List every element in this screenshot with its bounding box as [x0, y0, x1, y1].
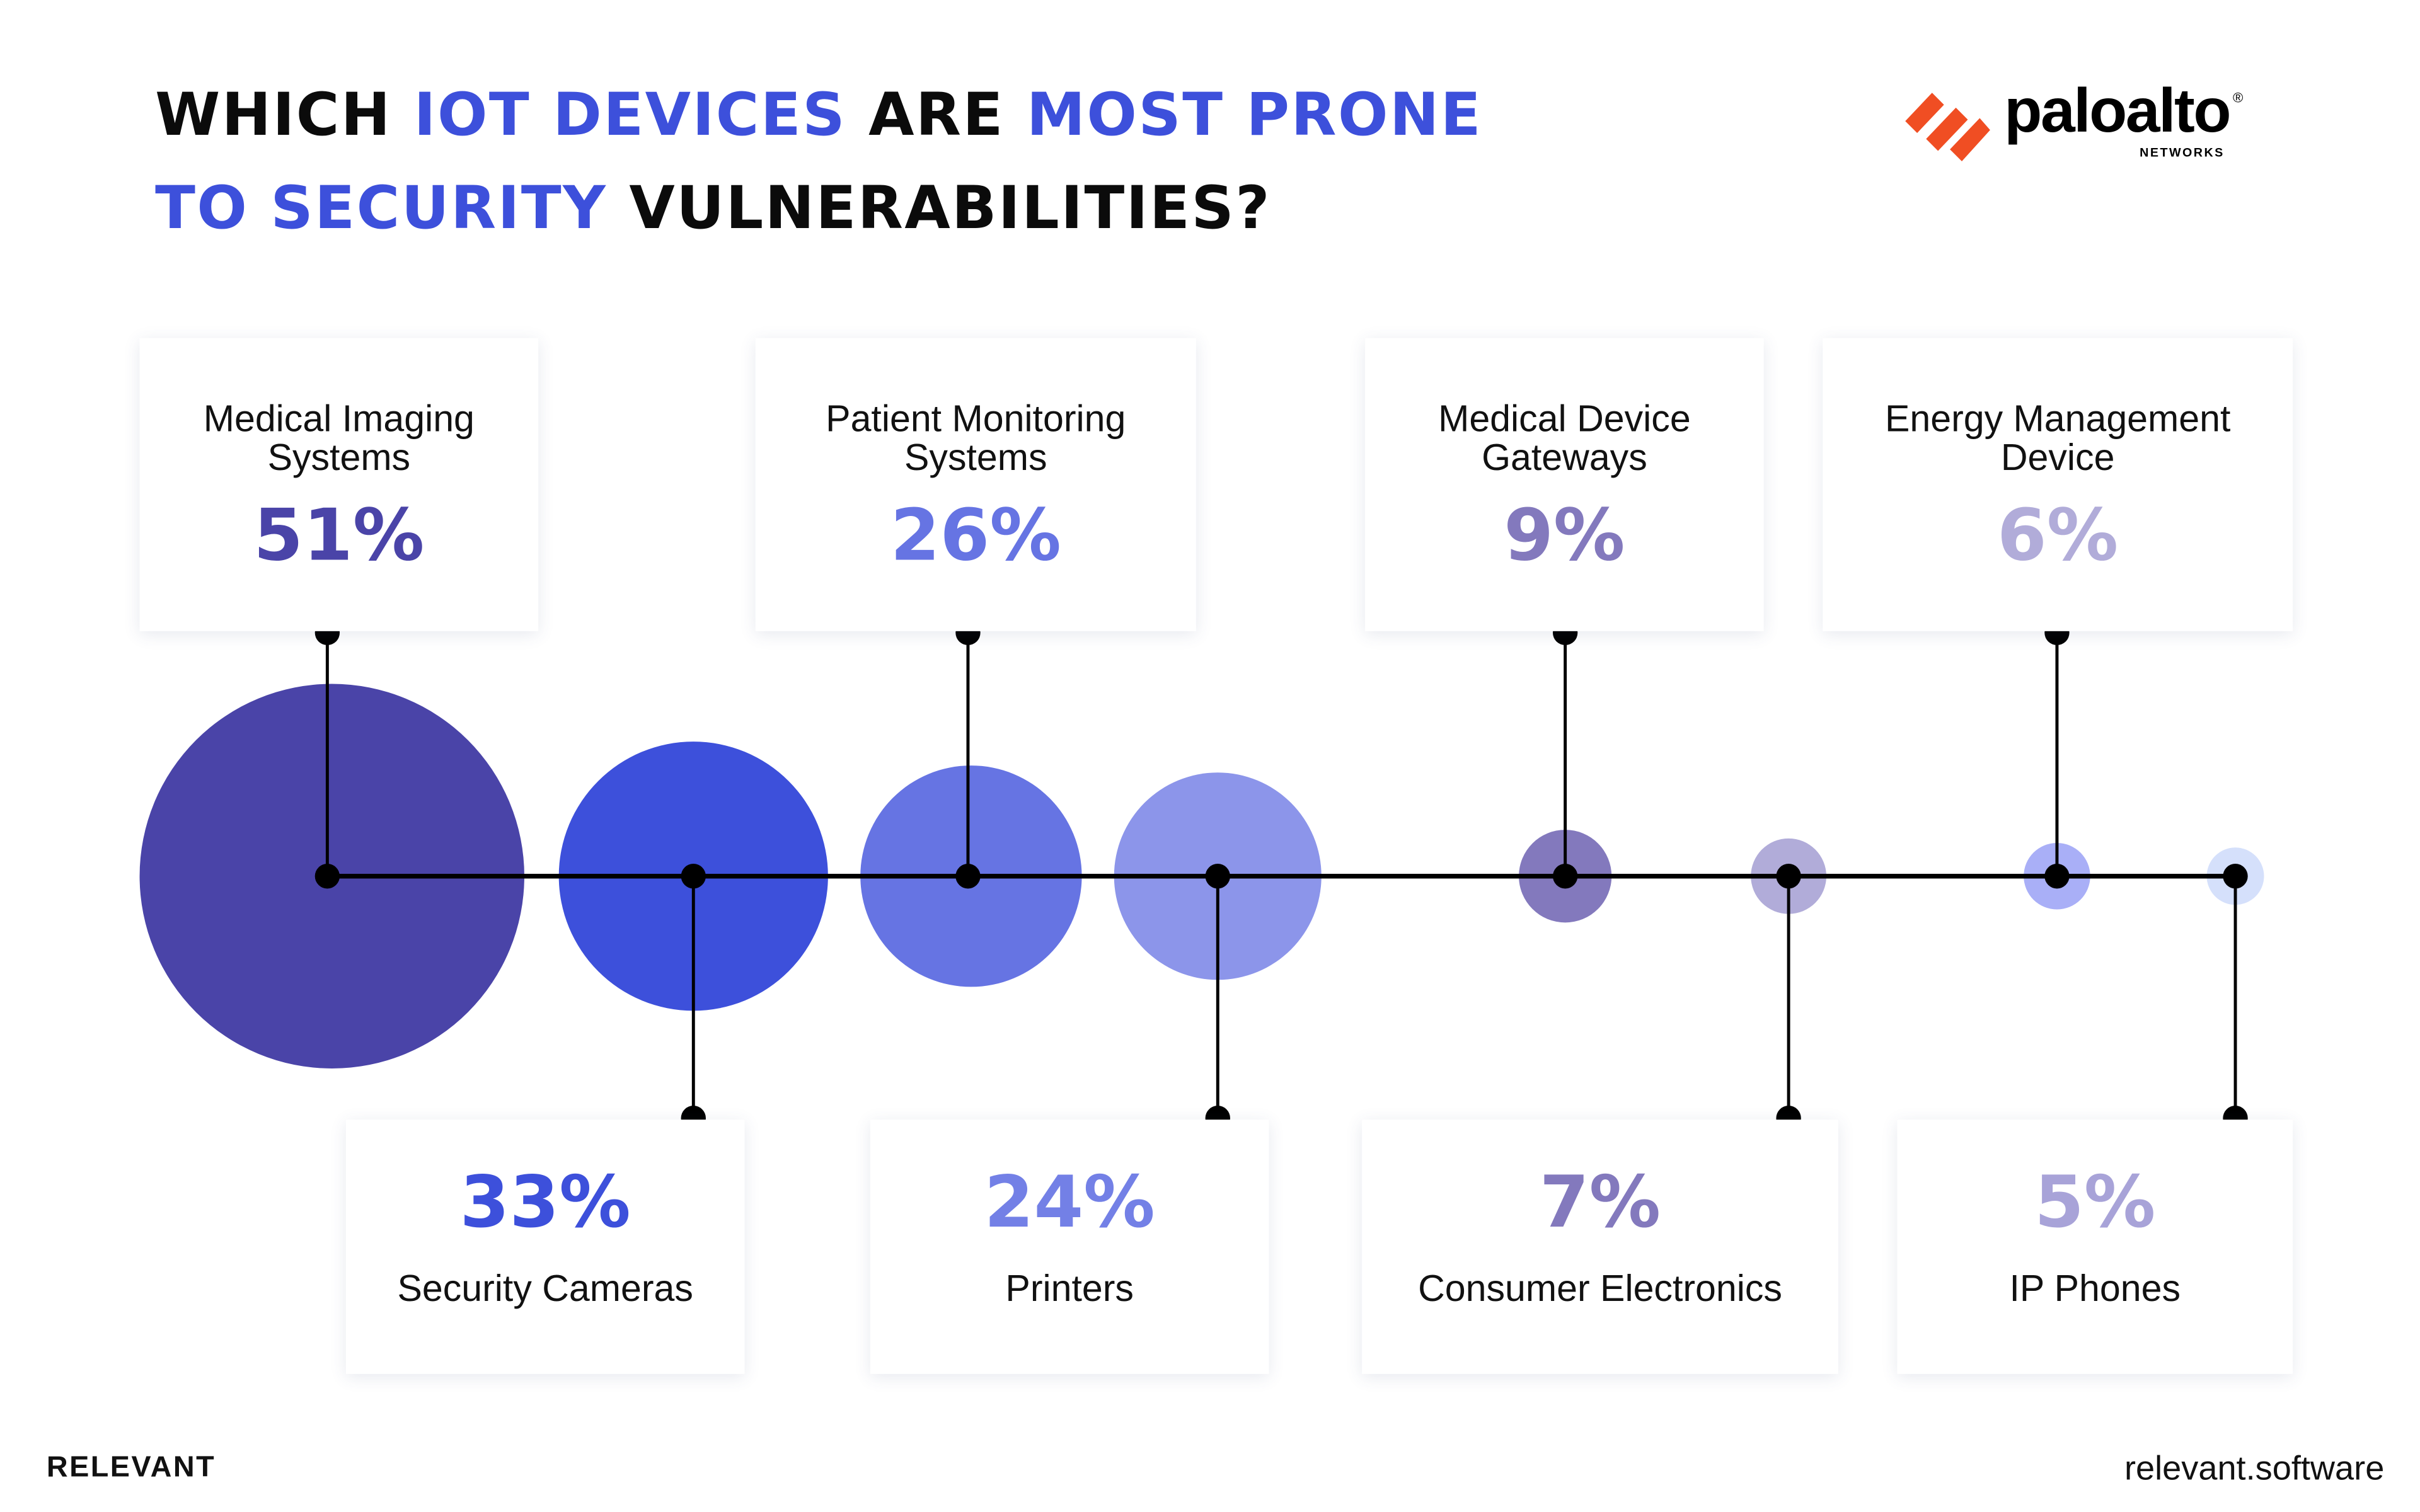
logo-words: paloalto ® NETWORKS — [2004, 81, 2243, 161]
paloalto-logo: paloalto ® NETWORKS — [1905, 81, 2243, 168]
connector-dot-axis-2 — [955, 864, 981, 889]
title-highlight: IOT DEVICES — [413, 80, 847, 149]
category-label: Patient Monitoring Systems — [826, 398, 1126, 479]
title-part: WHICH — [155, 80, 414, 149]
percent-label: 9% — [1504, 493, 1625, 577]
connector-dot-axis-6 — [2044, 864, 2070, 889]
logo-subtitle: NETWORKS — [2140, 146, 2225, 160]
card-energy-management: Energy Management Device 6% — [1823, 338, 2293, 631]
percent-label: 6% — [1997, 493, 2119, 577]
registered-mark: ® — [2232, 89, 2244, 106]
category-label: Energy Management Device — [1884, 398, 2231, 479]
percent-label: 24% — [984, 1160, 1155, 1244]
percent-label: 26% — [890, 493, 1061, 577]
card-security-cameras: 33% Security Cameras — [345, 1120, 745, 1374]
card-medical-device-gateways: Medical Device Gateways 9% — [1365, 338, 1764, 631]
category-label: Medical Imaging Systems — [203, 398, 475, 479]
category-label: Consumer Electronics — [1418, 1268, 1782, 1310]
title-line-1: WHICH IOT DEVICES ARE MOST PRONE — [155, 81, 1482, 149]
category-label: Medical Device Gateways — [1438, 398, 1691, 479]
footer-brand: RELEVANT — [46, 1451, 216, 1484]
category-label: Printers — [1005, 1268, 1134, 1310]
card-printers: 24% Printers — [870, 1120, 1269, 1374]
connector-dot-axis-0 — [314, 864, 340, 889]
card-consumer-electronics: 7% Consumer Electronics — [1362, 1120, 1838, 1374]
category-label: IP Phones — [2009, 1268, 2181, 1310]
logo-row: paloalto ® — [2004, 81, 2243, 142]
title-part: ARE — [846, 80, 1027, 149]
category-label: Security Cameras — [397, 1268, 693, 1310]
connector-dot-axis-7 — [2223, 864, 2248, 889]
footer-site-link[interactable]: relevant.software — [2124, 1448, 2385, 1487]
logo-wordmark: paloalto — [2004, 77, 2231, 146]
paloalto-mark-icon — [1905, 93, 1990, 161]
title-part: VULNERABILITIES? — [607, 173, 1271, 242]
percent-label: 33% — [459, 1160, 631, 1244]
connector-dot-axis-4 — [1552, 864, 1578, 889]
percent-label: 51% — [253, 493, 425, 577]
title-highlight: TO SECURITY — [155, 173, 608, 242]
percent-label: 5% — [2034, 1160, 2156, 1244]
connector-dot-axis-5 — [1776, 864, 1801, 889]
card-medical-imaging: Medical Imaging Systems 51% — [139, 338, 539, 631]
percent-label: 7% — [1539, 1160, 1661, 1244]
title-line-2: TO SECURITY VULNERABILITIES? — [155, 174, 1271, 242]
card-patient-monitoring: Patient Monitoring Systems 26% — [755, 338, 1196, 631]
card-ip-phones: 5% IP Phones — [1897, 1120, 2293, 1374]
connector-dot-axis-1 — [681, 864, 706, 889]
connector-dot-axis-3 — [1205, 864, 1230, 889]
title-highlight: MOST PRONE — [1026, 80, 1483, 149]
